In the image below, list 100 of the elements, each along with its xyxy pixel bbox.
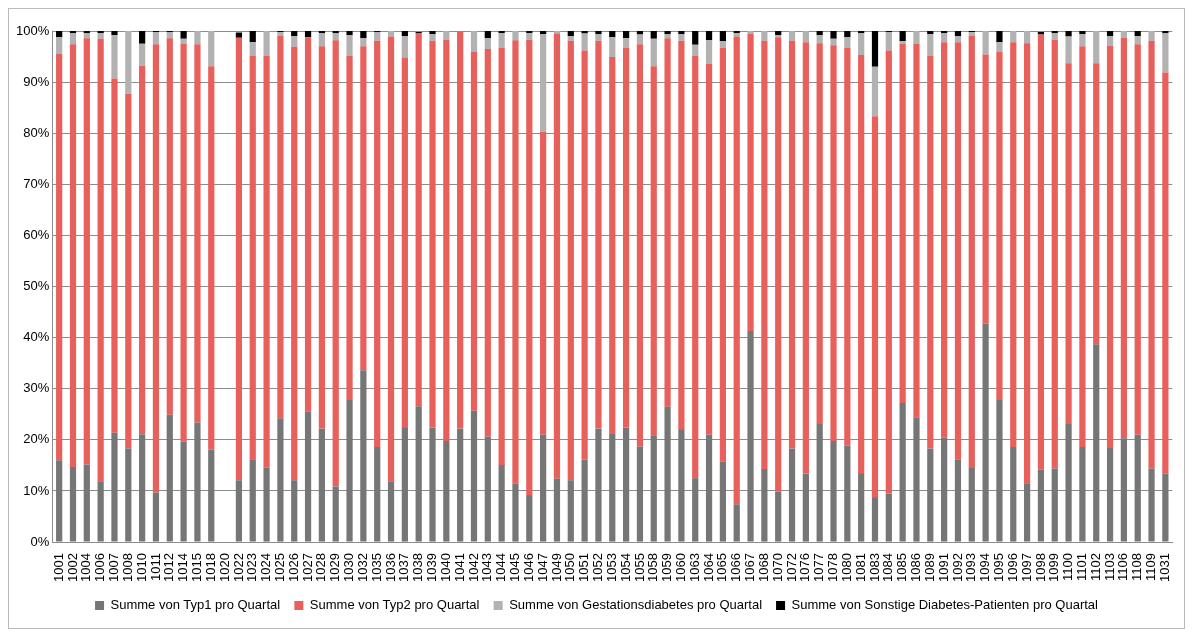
- bar: [1037, 32, 1045, 35]
- x-tick-label: 1070: [769, 553, 785, 582]
- x-tick-label: 1036: [382, 553, 398, 582]
- bar: [719, 47, 726, 462]
- bar: [1010, 31, 1017, 43]
- legend-label: Summe von Typ1 pro Quartal: [110, 597, 281, 613]
- bar: [318, 33, 325, 47]
- bar: [609, 433, 616, 542]
- y-tick-label: 50%: [23, 278, 50, 294]
- bar: [622, 47, 630, 428]
- bar: [429, 31, 436, 35]
- bar: [166, 38, 173, 415]
- bar: [927, 34, 934, 57]
- bar: [830, 45, 837, 441]
- bar: [692, 478, 699, 542]
- x-tick-label: 1098: [1032, 553, 1048, 582]
- bar: [332, 33, 339, 41]
- bar: [1079, 46, 1086, 448]
- bar: [567, 31, 574, 37]
- bar: [526, 31, 533, 34]
- y-tick-label: 90%: [23, 73, 50, 89]
- x-tick-label: 1046: [520, 553, 536, 582]
- bar: [374, 32, 381, 41]
- bar: [664, 31, 671, 35]
- bar: [581, 31, 588, 34]
- bar: [941, 42, 948, 438]
- bar: [346, 31, 353, 36]
- bar: [678, 34, 685, 41]
- bar: [139, 31, 146, 44]
- x-tick-label: 1095: [991, 553, 1007, 582]
- x-tick-label: 1007: [106, 553, 122, 582]
- x-tick-label: 1001: [50, 553, 66, 582]
- bar: [1093, 31, 1100, 64]
- bar: [775, 491, 782, 542]
- bar: [443, 440, 450, 542]
- x-tick-label: 1103: [1101, 553, 1117, 582]
- bar: [844, 31, 851, 38]
- bar: [609, 37, 616, 58]
- bar: [844, 47, 851, 446]
- bar: [761, 469, 768, 542]
- x-tick-label: 1080: [838, 553, 854, 582]
- bar: [484, 436, 491, 542]
- bar: [775, 37, 782, 492]
- bar: [622, 31, 630, 39]
- bar: [83, 33, 90, 39]
- bar: [968, 467, 975, 542]
- bar: [567, 40, 574, 481]
- bar: [180, 441, 187, 542]
- bar: [899, 31, 906, 42]
- bar: [595, 428, 602, 542]
- bar: [581, 50, 588, 460]
- x-tick-label: 1055: [631, 553, 647, 582]
- x-tick-label: 1077: [811, 553, 827, 582]
- x-tick-label: 1067: [742, 553, 758, 582]
- x-tick-label: 1094: [977, 553, 993, 582]
- bar: [277, 418, 284, 542]
- bar: [125, 31, 132, 94]
- bar: [1106, 448, 1114, 542]
- x-tick-label: 1096: [1004, 553, 1020, 582]
- bar: [180, 43, 187, 442]
- bar: [387, 36, 395, 482]
- bar: [360, 46, 367, 371]
- bar: [1120, 438, 1127, 542]
- bar: [705, 434, 713, 542]
- bar: [913, 31, 920, 44]
- bar: [498, 33, 505, 48]
- bar: [540, 131, 547, 435]
- bar: [609, 31, 616, 38]
- x-tick-label: 1037: [396, 553, 412, 582]
- bar: [1010, 447, 1017, 542]
- bar: [636, 34, 644, 45]
- bar: [982, 54, 989, 324]
- bar: [498, 31, 505, 34]
- bar: [304, 31, 312, 38]
- bar: [374, 447, 381, 542]
- bar: [678, 40, 685, 430]
- bar: [249, 31, 256, 43]
- bar: [1093, 63, 1100, 345]
- bar: [885, 493, 892, 542]
- bar: [816, 31, 823, 36]
- bar: [941, 437, 948, 542]
- bar: [858, 33, 865, 56]
- bar: [1079, 34, 1086, 47]
- bar: [415, 33, 422, 407]
- x-tick-label: 1060: [672, 553, 688, 582]
- bar: [1120, 31, 1127, 38]
- bar: [692, 56, 699, 479]
- bar: [678, 31, 685, 35]
- bar: [401, 57, 408, 428]
- bar: [650, 38, 657, 67]
- bar: [871, 31, 879, 67]
- bar: [484, 38, 491, 49]
- bar: [1106, 31, 1114, 37]
- bar: [83, 38, 90, 465]
- bar: [581, 459, 588, 542]
- bar: [927, 31, 934, 35]
- x-tick-label: 1083: [866, 553, 882, 582]
- bar: [636, 446, 644, 542]
- bar: [595, 34, 602, 41]
- bar: [899, 41, 906, 44]
